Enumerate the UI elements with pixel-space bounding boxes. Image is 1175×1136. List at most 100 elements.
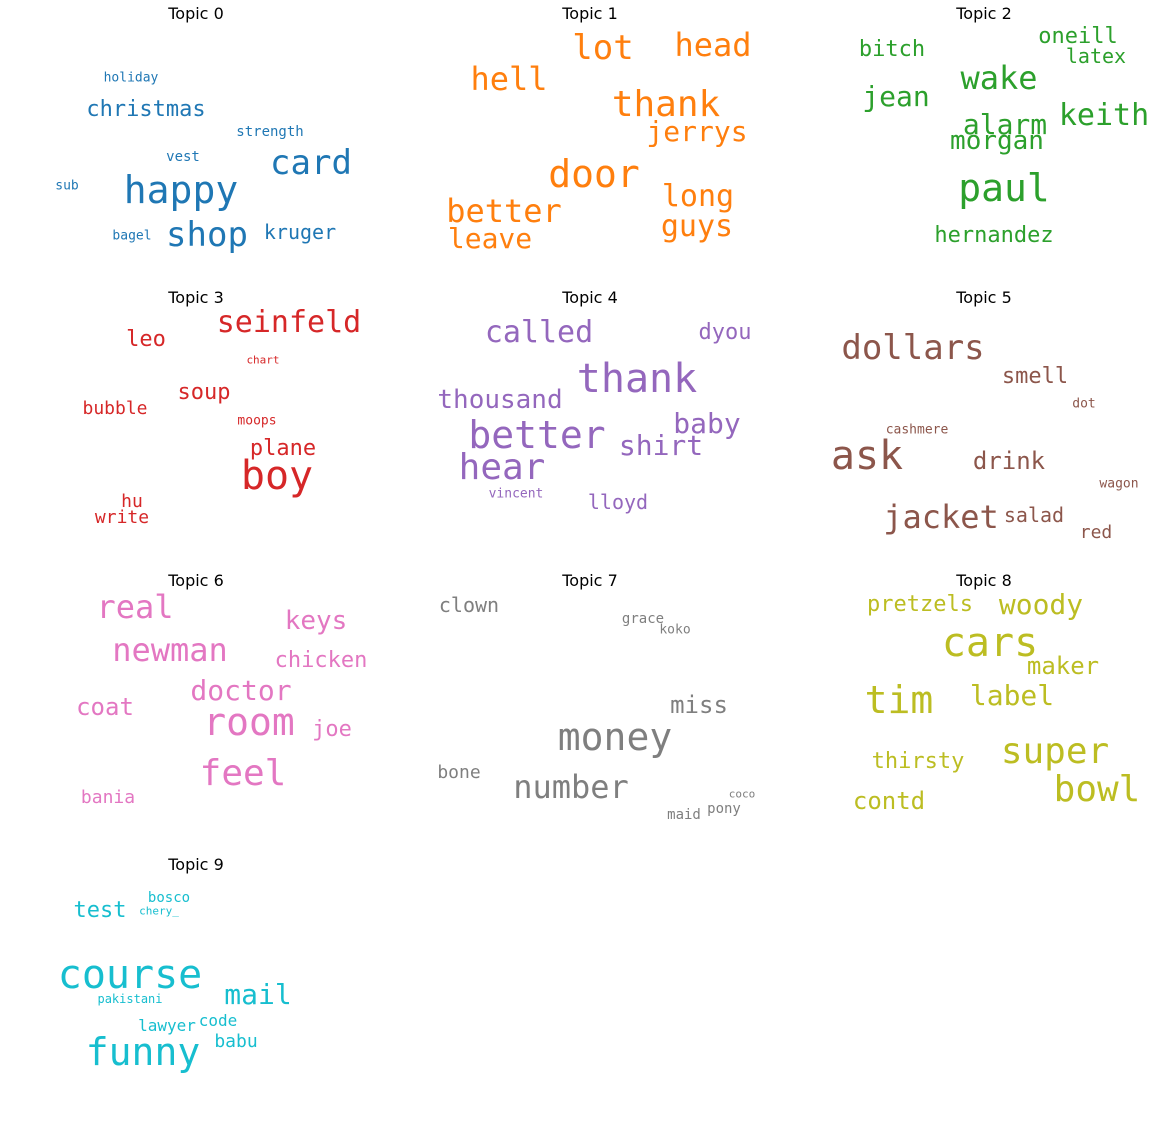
word-label: smell	[1001, 364, 1069, 389]
word-label: cashmere	[885, 422, 949, 438]
topic-panel: Topic 6 room feel newman real doctor keys chick…	[0, 567, 392, 850]
word-label: keys	[284, 606, 348, 636]
word-label: dyou	[698, 320, 752, 345]
topic-panel: Topic 1 door thank lot head hell jerrys better l…	[394, 0, 786, 283]
word-label: contd	[852, 787, 926, 815]
word-label: write	[94, 507, 150, 528]
topic-title: Topic 5	[956, 288, 1012, 307]
word-label: hell	[470, 60, 548, 98]
word-label: joe	[312, 717, 352, 742]
word-label: pretzels	[867, 592, 973, 617]
word-label: lawyer	[138, 1016, 196, 1035]
word-label: called	[484, 315, 594, 350]
word-label: holiday	[103, 70, 159, 86]
word-label: koko	[659, 622, 691, 638]
topic-panel: Topic 2 paul wake alarm keith jean morgan bitch…	[788, 0, 1175, 283]
word-label: hernandez	[934, 223, 1054, 248]
word-label: code	[198, 1011, 238, 1030]
word-label: head	[674, 26, 752, 64]
word-label: bagel	[112, 228, 152, 244]
word-label: woody	[998, 588, 1084, 621]
topic-title: Topic 4	[562, 288, 618, 307]
word-label: christmas	[86, 97, 206, 122]
word-label: leo	[126, 327, 166, 352]
word-label: thank	[611, 84, 721, 125]
word-label: miss	[670, 691, 728, 719]
word-label: chicken	[274, 648, 368, 673]
word-label: babu	[214, 1031, 258, 1052]
topic-panel: Topic 3 boy seinfeld leo soup plane bubble moop…	[0, 284, 392, 567]
word-label: hu	[121, 491, 143, 512]
word-label: test	[73, 898, 127, 923]
topic-title: Topic 9	[168, 855, 224, 874]
word-label: happy	[123, 168, 239, 212]
word-label: doctor	[190, 674, 292, 707]
word-label: moops	[237, 413, 277, 429]
word-label: shirt	[618, 429, 704, 462]
word-label: real	[96, 588, 174, 626]
word-label: wagon	[1099, 476, 1139, 492]
word-label: oneill	[1038, 24, 1118, 49]
word-label: hear	[458, 447, 546, 488]
word-label: room	[203, 700, 295, 744]
word-label: kruger	[263, 220, 337, 244]
word-label: cars	[941, 620, 1039, 666]
word-label: baby	[673, 407, 741, 440]
word-label: plane	[249, 436, 317, 461]
word-label: super	[1000, 731, 1110, 772]
word-label: sub	[55, 178, 79, 194]
word-label: wake	[960, 59, 1038, 97]
word-label: better	[446, 192, 562, 230]
word-label: coat	[76, 693, 134, 721]
word-label: guys	[660, 209, 734, 244]
topic-title: Topic 1	[562, 4, 618, 23]
word-label: lot	[572, 28, 634, 68]
word-label: bubble	[82, 398, 148, 419]
word-label: maid	[667, 807, 701, 823]
word-label: dot	[1072, 396, 1096, 412]
topic-panel: Topic 5 ask dollars jacket drink smell salad re…	[788, 284, 1175, 567]
word-label: red	[1079, 522, 1113, 543]
word-label: drink	[972, 447, 1046, 475]
word-label: tim	[864, 678, 934, 722]
word-label: boy	[240, 453, 314, 499]
word-label: bone	[437, 762, 481, 783]
word-label: money	[557, 715, 673, 759]
topic-panel: Topic 0 happy card shop christmas kruger stren…	[0, 0, 392, 283]
word-label: pony	[707, 801, 741, 817]
word-label: label	[969, 679, 1055, 712]
topic-title: Topic 6	[168, 571, 224, 590]
word-label: newman	[112, 631, 228, 669]
word-label: bowl	[1053, 769, 1141, 810]
topic-panel: Topic 7 money number miss clown grace koko bone…	[394, 567, 786, 850]
word-label: jerrys	[646, 115, 748, 148]
word-label: alarm	[962, 108, 1048, 141]
topic-title: Topic 7	[562, 571, 618, 590]
word-label: dollars	[841, 328, 985, 368]
topic-title: Topic 2	[956, 4, 1012, 23]
word-label: ask	[830, 433, 904, 479]
word-label: seinfeld	[216, 305, 362, 340]
word-label: thousand	[437, 385, 563, 415]
word-label: vincent	[488, 486, 544, 502]
word-label: card	[270, 143, 352, 183]
topic-panel: Topic 8 cars tim super bowl woody label maker pr…	[788, 567, 1175, 850]
word-label: bania	[80, 787, 136, 808]
word-label: number	[513, 768, 629, 806]
word-label: bitch	[858, 37, 926, 62]
word-label: leave	[447, 222, 533, 255]
word-label: grace	[621, 611, 665, 627]
topic-title: Topic 0	[168, 4, 224, 23]
word-label: pakistani	[97, 992, 163, 1006]
word-label: keith	[1058, 98, 1150, 133]
word-label: long	[661, 179, 735, 214]
topic-title: Topic 3	[168, 288, 224, 307]
word-label: coco	[728, 787, 756, 801]
word-label: maker	[1026, 652, 1100, 680]
word-label: clown	[438, 593, 500, 617]
word-label: jacket	[883, 498, 999, 536]
topic-title: Topic 8	[956, 571, 1012, 590]
word-label: bosco	[147, 890, 191, 906]
word-label: salad	[1003, 503, 1065, 527]
